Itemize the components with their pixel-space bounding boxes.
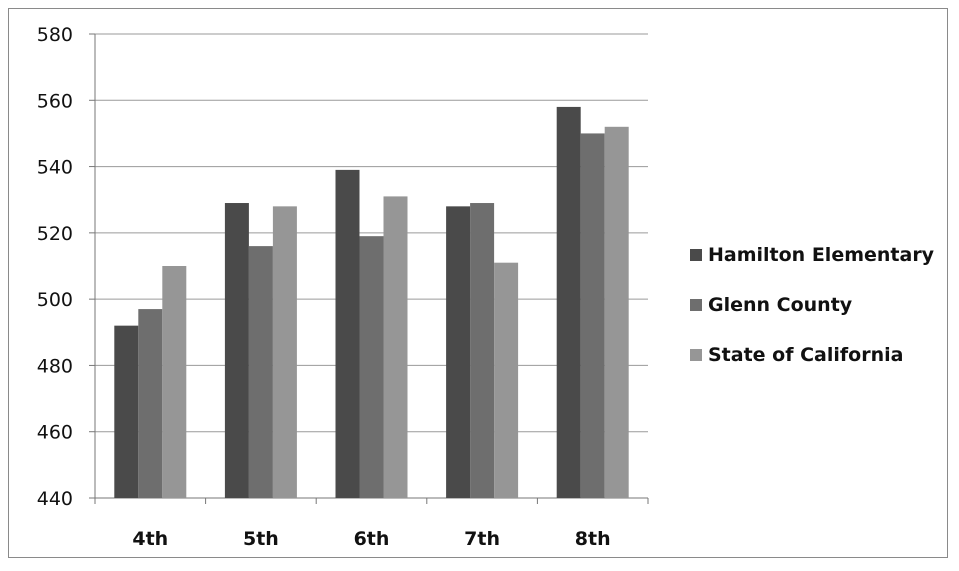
y-tick-label: 460 (37, 422, 73, 444)
bar-hamilton-elementary-8th (556, 106, 581, 499)
y-tick-label: 440 (37, 488, 73, 510)
bar-state-of-california-5th (272, 206, 297, 499)
bar-state-of-california-4th (162, 266, 187, 498)
x-category-label: 5th (243, 528, 279, 550)
legend-item: Glenn County (690, 280, 950, 330)
bars (114, 106, 629, 499)
bar-state-of-california-7th (494, 262, 519, 498)
legend-swatch (690, 349, 702, 361)
y-tick-label: 560 (37, 90, 73, 112)
bar-hamilton-elementary-7th (446, 206, 471, 499)
legend-item: State of California (690, 330, 950, 380)
y-tick-label: 580 (37, 24, 73, 46)
gridlines (95, 33, 648, 433)
legend-item: Hamilton Elementary (690, 230, 950, 280)
y-tick-label: 520 (37, 223, 73, 245)
legend-swatch (690, 249, 702, 261)
tick-labels: 440 460 480 500 520 540 560 580 4th 5th 6th 7th 8th (37, 24, 611, 550)
y-tick-label: 480 (37, 355, 73, 377)
legend-label: State of California (708, 344, 904, 366)
legend: Hamilton Elementary Glenn County State of … (690, 230, 950, 380)
y-tick-label: 500 (37, 289, 73, 311)
bar-hamilton-elementary-6th (335, 169, 360, 498)
bar-glenn-county-4th (138, 309, 163, 498)
bar-state-of-california-8th (604, 126, 629, 499)
bar-state-of-california-6th (383, 196, 408, 498)
bar-glenn-county-5th (248, 246, 273, 498)
legend-label: Hamilton Elementary (708, 244, 935, 266)
bar-hamilton-elementary-4th (114, 325, 139, 498)
legend-swatch (690, 299, 702, 311)
bar-glenn-county-7th (470, 203, 495, 498)
bar-hamilton-elementary-5th (224, 203, 249, 498)
x-category-label: 8th (575, 528, 611, 550)
y-tick-label: 540 (37, 157, 73, 179)
bar-glenn-county-8th (580, 133, 605, 498)
x-category-label: 6th (354, 528, 390, 550)
x-category-label: 7th (464, 528, 500, 550)
x-category-label: 4th (132, 528, 168, 550)
legend-label: Glenn County (708, 294, 853, 316)
bar-glenn-county-6th (359, 236, 384, 498)
